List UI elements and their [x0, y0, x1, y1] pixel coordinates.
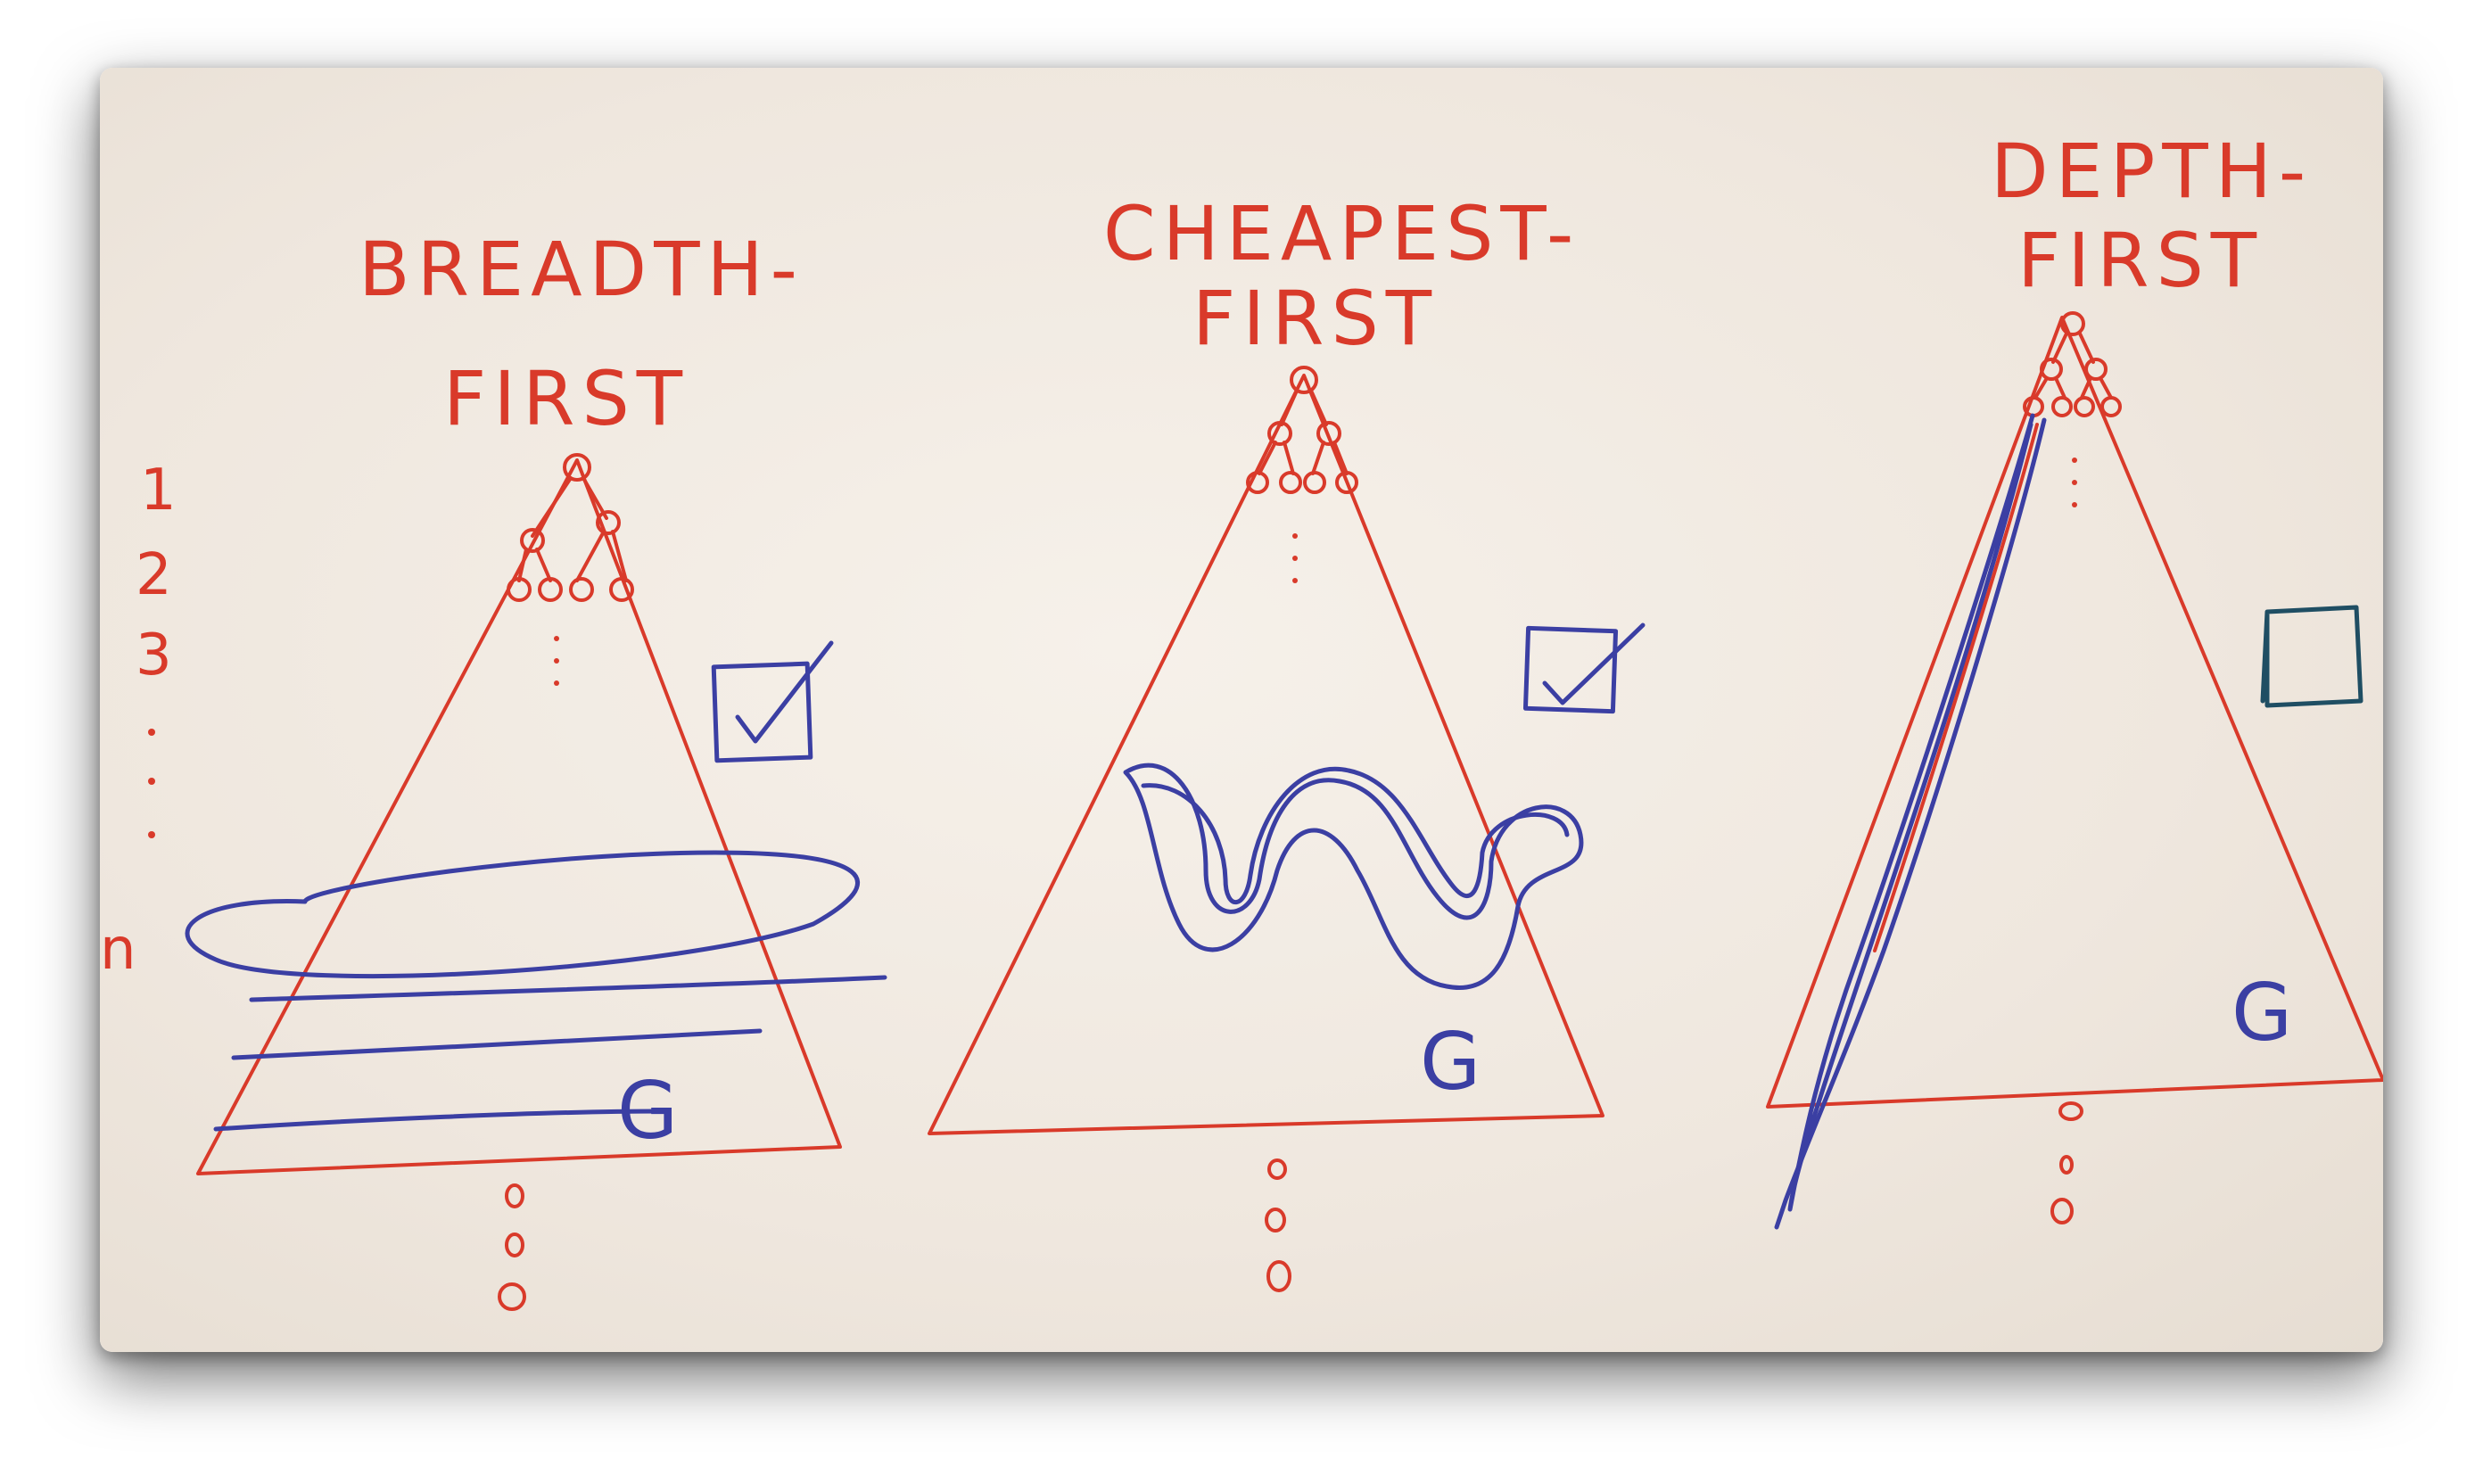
goal-label: G	[1420, 1016, 1481, 1108]
tree-leaf-node	[609, 577, 634, 602]
ellipsis-dot	[554, 658, 559, 664]
depth-dive-path	[1774, 417, 2047, 1230]
tree-node	[596, 510, 621, 535]
depth-dive-red	[1873, 423, 2039, 952]
infinite-node	[2050, 1198, 2074, 1224]
check-mark	[1542, 622, 1646, 705]
panel-2-title-line2: FIRST	[1192, 275, 1439, 362]
tree-edges	[2051, 332, 2095, 364]
level-dot	[148, 778, 155, 785]
ellipsis-dot	[2072, 502, 2077, 507]
panel-3-title-line2: FIRST	[2017, 217, 2264, 304]
tree-edges	[1280, 389, 1328, 426]
infinite-node	[2059, 1155, 2074, 1175]
tree-leaf-node	[507, 577, 532, 602]
panel-depth-first: DEPTH- FIRST	[1766, 128, 2383, 1230]
search-tree	[196, 453, 842, 1311]
tree-root-node	[563, 453, 591, 482]
level-label-1: 1	[140, 458, 177, 524]
breadth-sweep-line	[249, 975, 887, 1002]
completeness-checkbox	[711, 640, 834, 763]
check-mark	[735, 640, 834, 744]
panel-cheapest-first: CHEAPEST- FIRST	[928, 190, 1646, 1292]
completeness-checkbox	[1522, 622, 1646, 714]
tree-leaf-node	[1246, 471, 1269, 494]
ellipsis-dot	[2072, 458, 2077, 463]
infinite-node	[498, 1282, 526, 1311]
ellipsis-dot	[554, 680, 559, 686]
level-label-2: 2	[136, 542, 172, 608]
depth-dive-path	[1787, 413, 2035, 1212]
tree-leaf-node	[1303, 471, 1326, 494]
level-dot	[148, 729, 155, 736]
ellipsis-dot	[554, 636, 559, 641]
panel-breadth-first: BREADTH- FIRST 1 2 3 n	[100, 226, 887, 1311]
tree-node	[2084, 358, 2108, 381]
tree-node	[1267, 421, 1292, 446]
ellipsis-dot	[2072, 480, 2077, 485]
panel-3-title-line1: DEPTH-	[1991, 128, 2313, 215]
tree-leaf-node	[2051, 396, 2073, 417]
whiteboard-canvas: BREADTH- FIRST 1 2 3 n	[100, 68, 2383, 1352]
whiteboard-drawing: BREADTH- FIRST 1 2 3 n	[100, 128, 2383, 1311]
incomplete-checkbox	[2260, 605, 2363, 708]
tree-leaf-node	[538, 577, 563, 602]
breadth-sweep-line	[231, 1028, 763, 1060]
infinite-node	[505, 1183, 524, 1208]
ellipsis-dot	[1292, 556, 1298, 561]
search-tree	[928, 366, 1604, 1292]
tree-leaf-node	[569, 577, 594, 602]
tree-triangle	[1766, 316, 2383, 1109]
goal-label: G	[2231, 967, 2292, 1059]
breadth-sweep-loop	[185, 850, 860, 979]
tree-leaf-node	[2100, 396, 2122, 417]
tree-triangle	[928, 374, 1604, 1135]
infinite-node	[2058, 1101, 2083, 1121]
infinite-node	[1265, 1208, 1286, 1233]
panel-2-title-line1: CHEAPEST-	[1103, 190, 1580, 277]
cost-contour	[1123, 763, 1584, 990]
panel-1-title-line2: FIRST	[443, 355, 689, 442]
ellipsis-dot	[1292, 578, 1298, 583]
level-label-3: 3	[136, 622, 172, 688]
checkbox-square	[1522, 625, 1619, 714]
tree-node	[2040, 358, 2063, 381]
tree-edges	[2033, 376, 2113, 400]
breadth-sweep-line	[213, 1109, 664, 1132]
tree-leaf-node	[1335, 471, 1358, 494]
infinite-node	[1267, 1158, 1287, 1180]
infinite-node	[505, 1233, 524, 1257]
tree-node	[520, 528, 545, 553]
cost-contour-inner	[1141, 766, 1570, 905]
tree-leaf-node	[1279, 471, 1302, 494]
tree-root-node	[2060, 311, 2085, 336]
level-label-n: n	[100, 917, 136, 983]
level-labels: 1 2 3 n	[100, 458, 177, 983]
tree-node	[1316, 421, 1341, 446]
tree-root-node	[1290, 366, 1318, 394]
tree-edges	[531, 476, 608, 538]
tree-edges	[517, 530, 628, 582]
goal-label: G	[617, 1065, 678, 1157]
checkbox-square	[711, 661, 813, 763]
search-tree	[1766, 311, 2383, 1224]
infinite-node	[1266, 1260, 1291, 1292]
level-dot	[148, 831, 155, 838]
tree-triangle	[196, 458, 842, 1175]
tree-leaf-node	[2074, 396, 2095, 417]
panel-1-title-line1: BREADTH-	[359, 226, 804, 313]
ellipsis-dot	[1292, 533, 1298, 539]
tree-edges	[1258, 441, 1349, 475]
